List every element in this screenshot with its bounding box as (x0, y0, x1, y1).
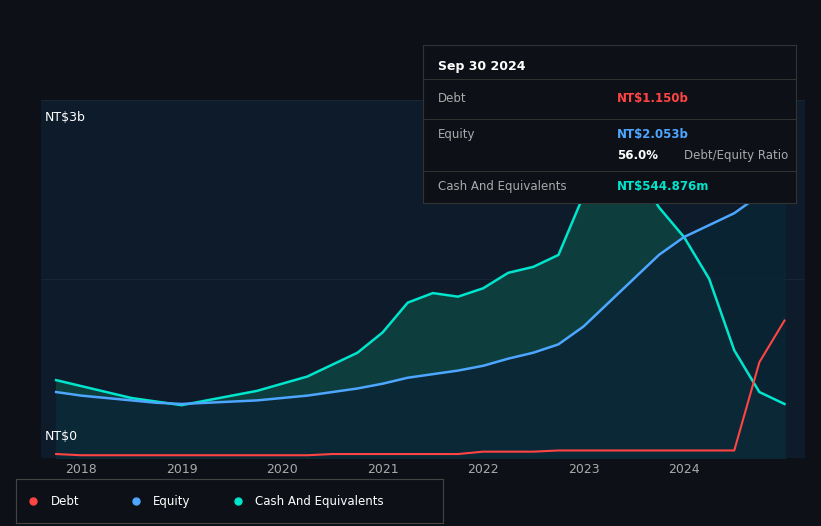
Text: Cash And Equivalents: Cash And Equivalents (255, 494, 384, 508)
Text: NT$3b: NT$3b (45, 110, 85, 124)
Text: Cash And Equivalents: Cash And Equivalents (438, 180, 566, 193)
Text: Sep 30 2024: Sep 30 2024 (438, 60, 525, 74)
Text: NT$1.150b: NT$1.150b (617, 92, 689, 105)
Text: Equity: Equity (153, 494, 190, 508)
Text: Equity: Equity (438, 128, 475, 141)
Text: 56.0%: 56.0% (617, 149, 658, 161)
Text: Debt: Debt (51, 494, 79, 508)
Text: NT$2.053b: NT$2.053b (617, 128, 689, 141)
Text: NT$544.876m: NT$544.876m (617, 180, 709, 193)
Text: Debt/Equity Ratio: Debt/Equity Ratio (685, 149, 788, 161)
Text: NT$0: NT$0 (45, 430, 78, 443)
Text: Debt: Debt (438, 92, 466, 105)
